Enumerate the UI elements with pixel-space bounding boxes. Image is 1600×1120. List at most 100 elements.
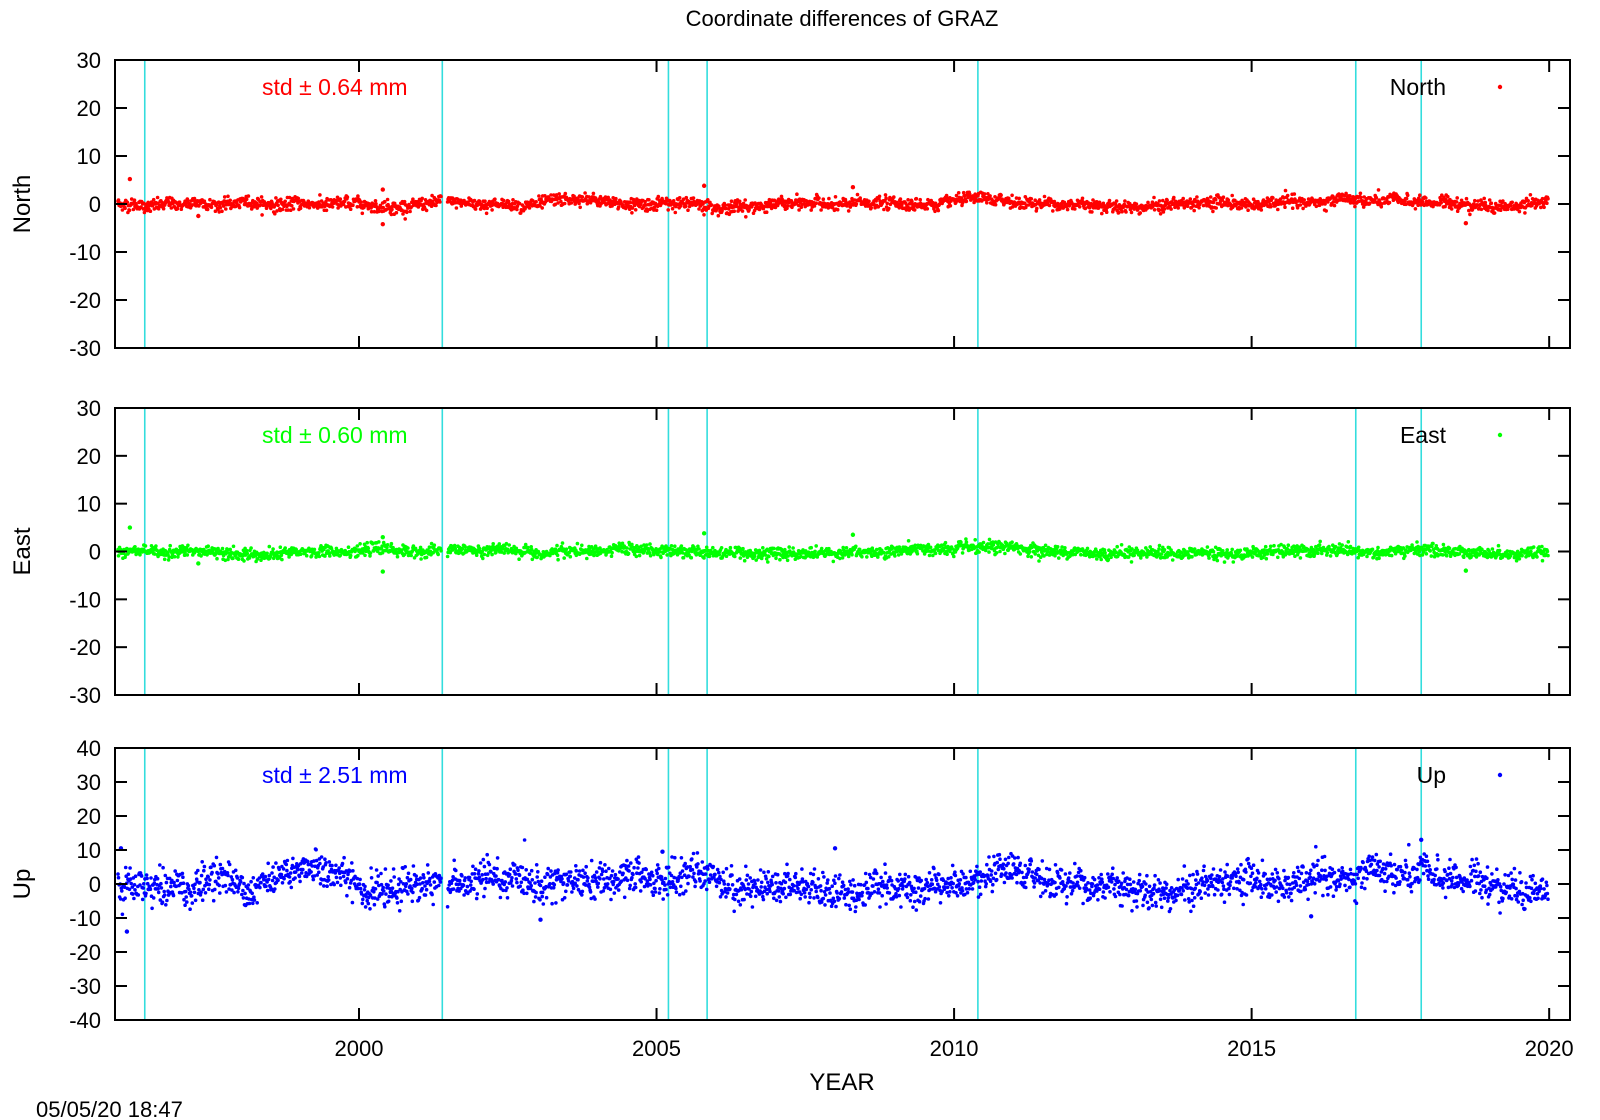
north-point <box>603 195 608 199</box>
north-point <box>438 200 442 204</box>
north-point <box>169 206 174 210</box>
east-point <box>850 552 854 557</box>
east-point <box>1318 539 1322 544</box>
east-point <box>304 553 309 558</box>
north-point <box>260 213 264 217</box>
north-point <box>729 199 734 203</box>
north-point <box>540 206 544 210</box>
east-point <box>186 543 190 548</box>
north-point <box>925 207 930 211</box>
east-point <box>882 550 886 555</box>
east-point <box>358 542 362 546</box>
north-point <box>956 191 961 195</box>
north-point <box>1010 193 1014 198</box>
north-point <box>394 210 399 215</box>
north-point <box>244 197 249 202</box>
north-point <box>1029 197 1034 201</box>
east-point <box>1043 543 1048 548</box>
east-point <box>317 551 321 555</box>
north-point <box>666 208 670 212</box>
north-point <box>1405 193 1410 198</box>
north-point <box>1526 199 1530 203</box>
north-point <box>500 201 505 206</box>
north-point <box>1230 193 1234 198</box>
north-point <box>1037 198 1042 202</box>
chart-title: Coordinate differences of GRAZ <box>686 6 999 31</box>
east-point <box>945 552 949 556</box>
north-point <box>583 191 587 195</box>
north-point <box>1259 208 1264 212</box>
north-legend-label: North <box>1390 74 1446 100</box>
north-point <box>131 207 136 212</box>
east-point <box>568 554 573 559</box>
east-point <box>809 545 813 550</box>
north-point <box>1376 188 1381 192</box>
east-point <box>766 560 770 564</box>
north-y-tick-label: 20 <box>77 96 101 121</box>
east-point <box>669 544 674 548</box>
north-point <box>1080 196 1085 201</box>
north-point <box>258 203 263 207</box>
north-point <box>589 199 594 203</box>
north-point <box>348 207 353 211</box>
east-point <box>994 551 999 555</box>
north-point <box>1065 207 1070 212</box>
east-point <box>491 542 496 546</box>
north-point <box>129 197 134 201</box>
north-point <box>846 209 851 213</box>
east-point <box>172 554 177 559</box>
north-point <box>577 201 581 206</box>
north-point <box>1517 209 1522 214</box>
north-point <box>764 210 769 214</box>
east-point <box>987 550 991 554</box>
east-point <box>959 540 963 544</box>
east-point <box>1085 546 1090 551</box>
north-point <box>473 207 478 211</box>
north-point <box>684 195 689 200</box>
north-point <box>1449 207 1454 211</box>
east-point <box>679 544 684 548</box>
north-point <box>148 209 153 213</box>
north-point <box>246 194 251 198</box>
north-point <box>657 198 662 202</box>
north-point <box>127 208 132 213</box>
north-point <box>373 199 378 203</box>
north-point <box>587 195 591 199</box>
north-point <box>1418 193 1422 197</box>
east-point <box>1225 548 1229 552</box>
east-point <box>1377 556 1381 561</box>
east-point <box>733 554 737 559</box>
north-point <box>679 204 683 208</box>
east-point <box>625 546 629 550</box>
east-point <box>1018 552 1023 556</box>
north-point <box>948 204 953 208</box>
north-point <box>515 207 519 212</box>
north-point <box>186 198 190 203</box>
north-point <box>224 207 228 211</box>
north-point <box>155 195 160 200</box>
north-point <box>1017 196 1021 201</box>
north-point <box>578 205 582 210</box>
east-point <box>827 546 831 551</box>
east-point <box>854 544 858 549</box>
east-point <box>609 554 614 558</box>
north-point <box>664 201 668 206</box>
north-point <box>389 212 394 217</box>
north-outlier-point-5 <box>196 213 201 219</box>
north-point <box>1487 198 1492 202</box>
east-point <box>283 546 288 550</box>
north-point <box>743 198 747 202</box>
east-point <box>1033 552 1037 556</box>
north-point <box>383 199 387 204</box>
east-point <box>1211 549 1216 554</box>
north-point <box>1077 205 1082 209</box>
north-point <box>854 202 859 206</box>
east-point <box>831 559 836 564</box>
north-point <box>220 209 224 214</box>
north-point <box>405 210 409 215</box>
east-point <box>436 552 441 557</box>
north-point <box>559 199 563 204</box>
north-data-points <box>116 176 1550 227</box>
east-point <box>245 551 250 556</box>
east-point <box>1139 556 1143 560</box>
